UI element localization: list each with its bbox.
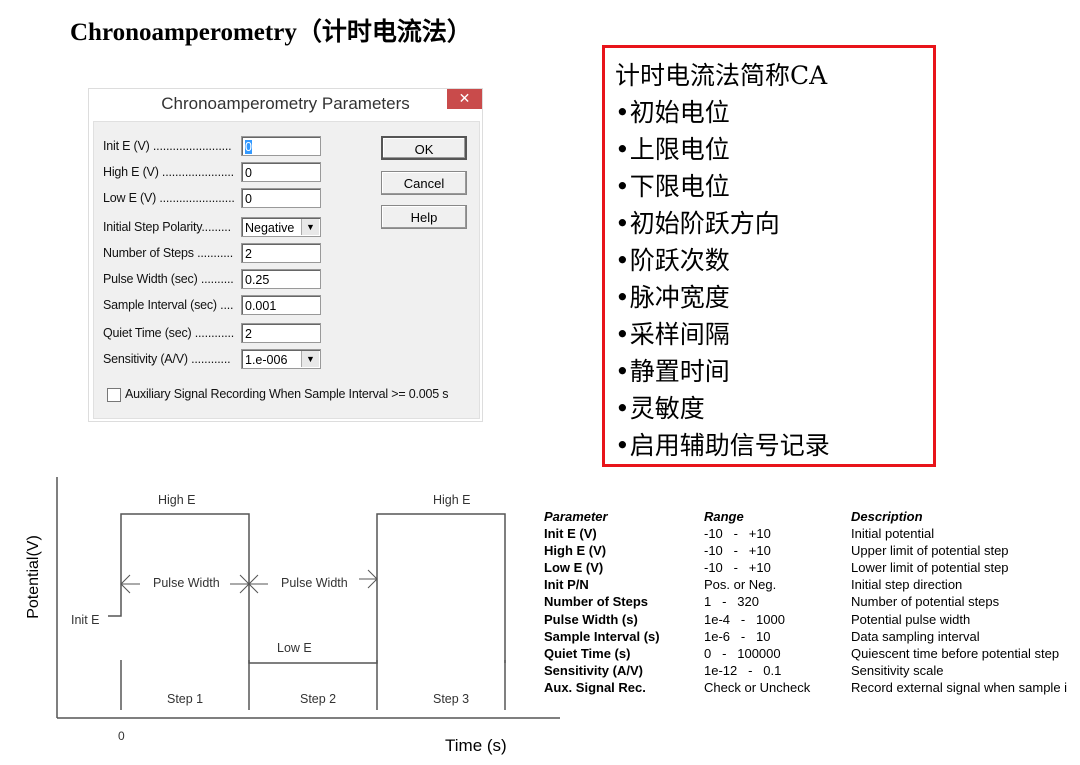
- note-line: •灵敏度: [615, 394, 705, 423]
- field-label: Number of Steps ...........: [103, 246, 234, 260]
- field-value: 2: [245, 327, 252, 341]
- step-label: Step 3: [433, 692, 469, 706]
- field-value: 0.001: [245, 299, 277, 313]
- pulse-width-label: Pulse Width: [153, 576, 220, 590]
- text-field[interactable]: 0: [241, 188, 321, 208]
- field-value: 0: [245, 140, 252, 154]
- page-title: Chronoamperometry（计时电流法）: [70, 19, 472, 46]
- table-cell: -10 - +10: [704, 526, 771, 541]
- table-cell: -10 - +10: [704, 560, 771, 576]
- select-field[interactable]: 1.e-006 ▼: [241, 349, 321, 369]
- table-cell: Number of Steps: [544, 594, 649, 610]
- table-cell: Sensitivity (A/V): [544, 662, 643, 678]
- table-cell: Init P/N: [544, 577, 589, 593]
- table-cell: Sensitivity scale: [851, 662, 944, 678]
- table-cell: Initial step direction: [851, 577, 963, 593]
- high-e-label: High E: [433, 493, 471, 507]
- table-cell: Init E (V): [544, 526, 597, 541]
- table-cell: Sample Interval (s): [544, 628, 660, 644]
- origin-label: 0: [118, 729, 125, 743]
- dialog-title: Chronoamperometry Parameters: [161, 94, 410, 113]
- text-field[interactable]: 2: [241, 323, 321, 343]
- table-cell: Aux. Signal Rec.: [544, 679, 646, 695]
- field-label: Pulse Width (sec) ..........: [103, 272, 234, 286]
- field-value: 0: [245, 166, 252, 180]
- y-axis-label: Potential(V): [25, 535, 42, 619]
- note-line: •上限电位: [615, 135, 730, 164]
- parameters-dialog: Chronoamperometry Parameters ✕ Init E (V…: [88, 88, 483, 422]
- table-cell: 0 - 100000: [704, 645, 781, 661]
- text-field[interactable]: 0: [241, 136, 321, 156]
- table-cell: Quiescent time before potential step: [851, 645, 1060, 661]
- note-line: •脉冲宽度: [615, 283, 730, 312]
- close-icon[interactable]: ✕: [447, 89, 482, 109]
- x-axis-label: Time (s): [445, 736, 507, 755]
- pulse-width-label: Pulse Width: [281, 576, 348, 590]
- field-value: 0.25: [245, 273, 270, 287]
- pulse-width-arrow: [248, 569, 378, 594]
- table-cell: Initial potential: [851, 526, 935, 541]
- table-cell: Number of potential steps: [851, 594, 1000, 610]
- potential-step-diagram: Potential(V) Time (s) 0 High E High E Lo…: [25, 477, 560, 755]
- dialog-body: Init E (V) ........................ 0 High…: [93, 121, 480, 419]
- table-cell: Pulse Width (s): [544, 611, 638, 627]
- field-value: 1.e-006: [245, 353, 288, 367]
- cancel-button[interactable]: Cancel: [381, 171, 467, 195]
- note-line: 计时电流法简称CA: [615, 61, 828, 90]
- table-cell: Record external signal when sample i: [851, 679, 1068, 695]
- text-field[interactable]: 2: [241, 243, 321, 263]
- table-cell: High E (V): [544, 543, 607, 559]
- note-line: •静置时间: [615, 357, 730, 386]
- table-header: Description: [851, 509, 923, 524]
- table-cell: 1e-12 - 0.1: [704, 662, 782, 678]
- low-e-label: Low E: [277, 641, 312, 655]
- field-label: Initial Step Polarity.........: [103, 220, 231, 234]
- table-cell: Quiet Time (s): [544, 645, 631, 661]
- aux-signal-label: Auxiliary Signal Recording When Sample I…: [125, 387, 449, 401]
- table-cell: Upper limit of potential step: [851, 543, 1009, 559]
- field-label: Quiet Time (sec) ............: [103, 326, 235, 340]
- note-line: •启用辅助信号记录: [615, 431, 830, 460]
- text-field[interactable]: 0: [241, 162, 321, 182]
- field-label: Low E (V) .......................: [103, 191, 235, 205]
- step-label: Step 1: [167, 692, 203, 706]
- select-field[interactable]: Negative ▼: [241, 217, 321, 237]
- notes-box: 计时电流法简称CA •初始电位 •上限电位 •下限电位 •初始阶跃方向 •阶跃次数 •脉冲宽…: [602, 45, 936, 467]
- high-e-label: High E: [158, 493, 196, 507]
- table-cell: Check or Uncheck: [704, 679, 811, 695]
- chevron-down-icon[interactable]: ▼: [301, 219, 319, 235]
- field-label: High E (V) ......................: [103, 165, 234, 179]
- aux-signal-checkbox[interactable]: [107, 388, 121, 402]
- field-value: 2: [245, 247, 252, 261]
- field-label: Sample Interval (sec) ....: [103, 298, 234, 312]
- table-cell: 1e-4 - 1000: [704, 611, 785, 627]
- table-cell: Potential pulse width: [851, 611, 971, 627]
- note-line: •初始阶跃方向: [615, 209, 780, 238]
- table-cell: 1e-6 - 10: [704, 628, 771, 644]
- note-line: •初始电位: [615, 98, 730, 127]
- table-header: Range: [704, 509, 744, 524]
- table-cell: Lower limit of potential step: [851, 560, 1009, 576]
- table-cell: Pos. or Neg.: [704, 577, 777, 593]
- chevron-down-icon[interactable]: ▼: [301, 351, 319, 367]
- init-e-label: Init E: [71, 613, 100, 627]
- field-value: Negative: [245, 221, 295, 235]
- table-cell: Data sampling interval: [851, 628, 980, 644]
- field-label: Sensitivity (A/V) ............: [103, 352, 231, 366]
- table-cell: Low E (V): [544, 560, 604, 576]
- text-field[interactable]: 0.001: [241, 295, 321, 315]
- field-value: 0: [245, 192, 252, 206]
- table-header: Parameter: [544, 509, 608, 524]
- note-line: •阶跃次数: [615, 246, 730, 275]
- help-button[interactable]: Help: [381, 205, 467, 229]
- field-label: Init E (V) ........................: [103, 139, 232, 153]
- text-field[interactable]: 0.25: [241, 269, 321, 289]
- table-cell: 1 - 320: [704, 594, 759, 610]
- note-line: •下限电位: [615, 172, 730, 201]
- note-line: •采样间隔: [615, 320, 730, 349]
- table-cell: -10 - +10: [704, 543, 771, 559]
- ok-button[interactable]: OK: [381, 136, 467, 160]
- step-label: Step 2: [300, 692, 336, 706]
